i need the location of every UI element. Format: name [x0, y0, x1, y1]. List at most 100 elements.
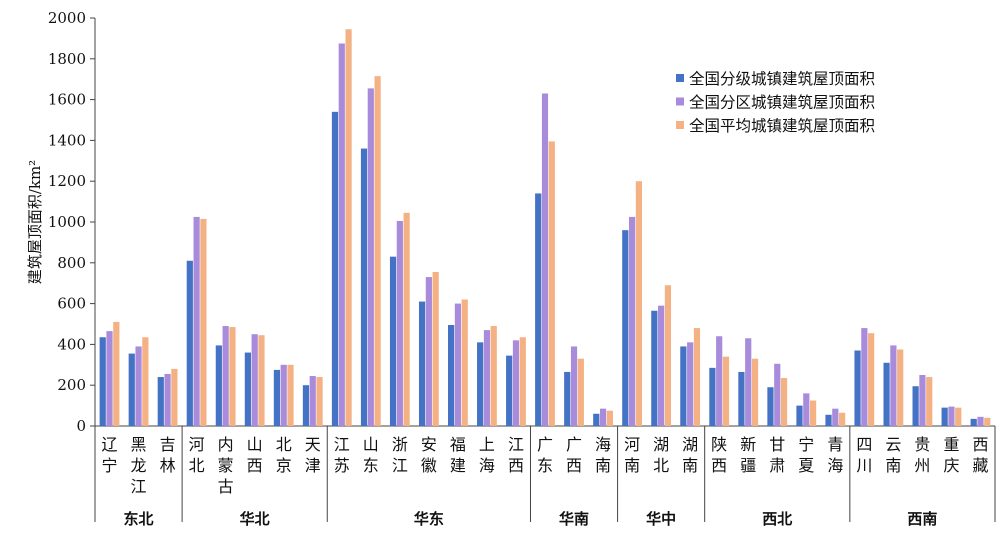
bar: [722, 356, 730, 426]
bar: [309, 376, 316, 426]
x-tick-char: 海: [827, 456, 843, 475]
x-tick-char: 龙: [131, 456, 147, 475]
bar: [258, 335, 265, 426]
y-tick-label: 1400: [48, 131, 86, 149]
x-tick-char: 古: [218, 477, 234, 496]
bar: [432, 271, 439, 426]
x-tick-char: 湖: [682, 435, 698, 454]
x-tick-char: 建: [450, 456, 466, 475]
x-tick-label: 内蒙古: [218, 435, 234, 496]
x-tick-char: 山: [363, 435, 379, 454]
x-tick-char: 徽: [421, 456, 437, 475]
bar: [883, 362, 890, 426]
x-tick-label: 山东: [363, 435, 379, 475]
x-tick-char: 夏: [798, 456, 814, 475]
bar: [280, 364, 287, 426]
x-tick-char: 上: [479, 435, 495, 454]
group-label: 华南: [559, 510, 589, 528]
bar: [287, 364, 294, 426]
bar: [796, 405, 803, 426]
bar: [919, 375, 926, 426]
x-tick-char: 州: [914, 456, 930, 475]
bar: [984, 417, 991, 426]
x-tick-char: 山: [247, 435, 263, 454]
bar: [461, 299, 468, 426]
bar: [745, 338, 752, 426]
bar: [577, 358, 584, 426]
x-tick-char: 蒙: [218, 456, 234, 475]
bar: [506, 355, 513, 426]
bar: [519, 337, 526, 426]
x-tick-char: 西: [508, 456, 524, 475]
bar: [345, 29, 352, 426]
x-tick-char: 京: [276, 456, 292, 475]
y-tick-label: 0: [76, 417, 86, 435]
x-tick-label: 四川: [856, 435, 872, 475]
bar: [193, 216, 200, 426]
bar: [331, 111, 339, 426]
x-tick-label: 重庆: [943, 435, 959, 475]
y-axis-title: 建筑屋顶面积/km²: [26, 160, 44, 284]
bar: [135, 346, 142, 426]
bar: [541, 93, 549, 426]
x-tick-char: 江: [508, 435, 524, 454]
x-tick-char: 广: [537, 435, 553, 454]
x-tick-char: 湖: [653, 435, 669, 454]
bar: [593, 413, 600, 426]
y-tick-label: 1800: [48, 50, 86, 68]
x-tick-char: 津: [305, 456, 321, 475]
bar: [389, 256, 397, 426]
y-tick-label: 1200: [48, 172, 86, 190]
bar: [396, 220, 403, 426]
x-tick-label: 陕西: [711, 435, 727, 475]
x-tick-label: 新疆: [740, 435, 756, 475]
x-tick-char: 安: [421, 435, 437, 454]
bar: [767, 387, 774, 426]
bar: [955, 407, 962, 426]
x-tick-char: 疆: [740, 456, 756, 475]
bar: [628, 216, 636, 426]
x-tick-char: 天: [305, 435, 321, 454]
x-tick-label: 湖南: [682, 435, 698, 475]
bar: [367, 88, 374, 426]
group-label: 东北: [124, 510, 154, 528]
x-tick-char: 西: [711, 456, 727, 475]
bar: [360, 148, 368, 426]
bar: [680, 346, 687, 426]
bar: [941, 407, 948, 426]
x-tick-char: 吉: [160, 435, 176, 454]
x-tick-label: 贵州: [914, 435, 930, 475]
legend-swatch: [676, 74, 684, 82]
bar: [106, 331, 113, 426]
x-tick-char: 青: [827, 435, 843, 454]
x-tick-label: 吉林: [160, 435, 176, 475]
group-label: 华北: [240, 510, 270, 528]
bar: [912, 386, 919, 426]
x-tick-char: 西: [247, 456, 263, 475]
y-tick-label: 800: [57, 254, 86, 272]
bar: [825, 414, 832, 426]
bar: [418, 301, 426, 426]
legend-swatch: [676, 97, 684, 106]
x-tick-char: 江: [131, 477, 147, 496]
x-tick-char: 云: [885, 435, 901, 454]
bar: [570, 346, 578, 426]
x-tick-label: 江西: [508, 435, 524, 475]
x-tick-char: 北: [189, 456, 205, 475]
x-tick-char: 海: [595, 435, 611, 454]
x-tick-char: 肃: [769, 456, 785, 475]
x-tick-label: 青海: [827, 435, 843, 475]
bar: [664, 285, 672, 426]
x-tick-char: 陕: [711, 435, 727, 454]
y-tick-label: 200: [57, 376, 86, 394]
bar: [564, 371, 571, 426]
x-tick-char: 东: [537, 456, 553, 475]
x-tick-char: 江: [392, 456, 408, 475]
bar: [483, 330, 491, 426]
bar: [751, 358, 759, 426]
x-tick-label: 辽宁: [102, 435, 118, 475]
x-tick-char: 黑: [131, 435, 147, 454]
bar: [302, 385, 310, 426]
bar: [861, 328, 868, 426]
